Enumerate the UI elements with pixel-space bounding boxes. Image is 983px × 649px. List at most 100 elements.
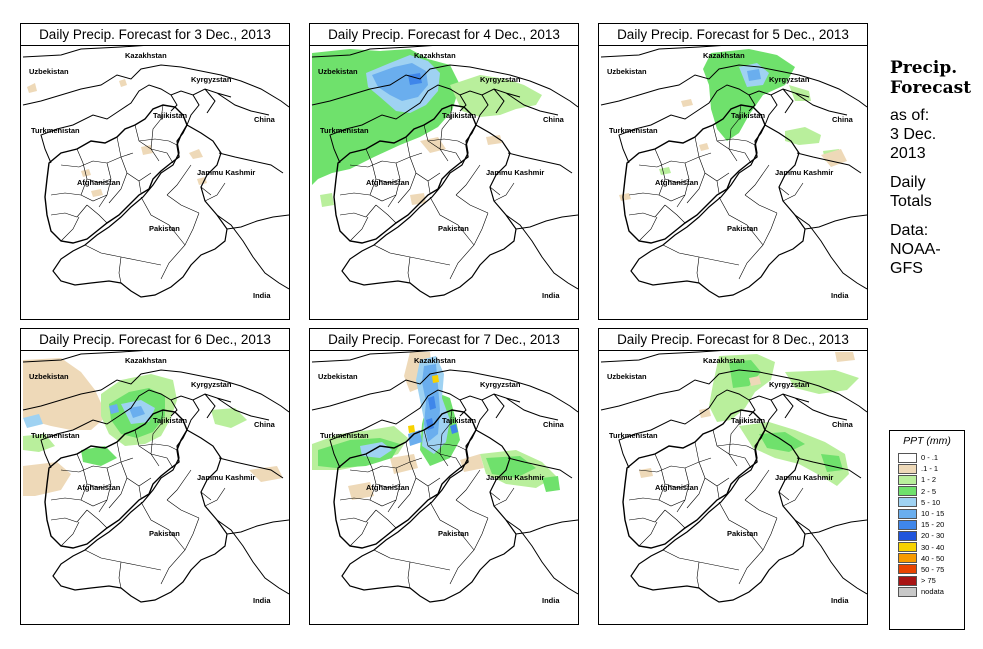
country-label-afghanistan: Afghanistan: [77, 178, 121, 187]
precip-area: [320, 75, 542, 207]
country-label-jammu-kashmir: Jammu Kashmir: [197, 168, 255, 177]
country-label-pakistan: Pakistan: [438, 224, 469, 233]
country-label-turkmenistan: Turkmenistan: [31, 431, 80, 440]
country-label-kazakhstan: Kazakhstan: [703, 356, 745, 365]
country-label-india: India: [831, 596, 849, 605]
totals-line2: Totals: [890, 193, 932, 210]
pakistan-border: [52, 124, 228, 298]
precip-map: Kazakhstan Uzbekistan Kyrgyzstan Tajikistan…: [311, 45, 578, 300]
legend-item: 15 - 20: [898, 519, 964, 530]
province-borders: [662, 469, 804, 589]
central-asia-borders: [600, 350, 867, 479]
province-borders: [662, 164, 804, 284]
pakistan-border: [341, 124, 517, 298]
legend-swatch: [898, 508, 917, 519]
country-label-tajikistan: Tajikistan: [153, 111, 187, 120]
central-asia-borders: [22, 45, 289, 174]
province-borders: [50, 104, 178, 242]
panel-title: Daily Precip. Forecast for 4 Dec., 2013: [310, 24, 578, 46]
central-asia-borders: [311, 45, 578, 174]
country-label-kyrgyzstan: Kyrgyzstan: [769, 75, 810, 84]
country-label-kyrgyzstan: Kyrgyzstan: [769, 380, 810, 389]
forecast-panel: Daily Precip. Forecast for 4 Dec., 2013 K…: [309, 23, 579, 320]
precip-map: Kazakhstan Uzbekistan Kyrgyzstan Tajikistan…: [22, 45, 289, 300]
country-label-india: India: [831, 291, 849, 300]
country-label-jammu-kashmir: Jammu Kashmir: [775, 473, 833, 482]
legend-swatch: [898, 463, 917, 474]
legend-swatch: [898, 530, 917, 541]
country-label-india: India: [253, 291, 271, 300]
country-label-pakistan: Pakistan: [149, 224, 180, 233]
legend-swatch: [898, 564, 917, 575]
country-label-tajikistan: Tajikistan: [731, 111, 765, 120]
forecast-panel: Daily Precip. Forecast for 5 Dec., 2013 K…: [598, 23, 868, 320]
province-borders: [50, 409, 178, 547]
country-label-tajikistan: Tajikistan: [153, 416, 187, 425]
legend-swatch: [898, 542, 917, 553]
country-label-kazakhstan: Kazakhstan: [414, 356, 456, 365]
country-label-uzbekistan: Uzbekistan: [318, 67, 358, 76]
legend-swatch: [898, 474, 917, 485]
country-label-jammu-kashmir: Jammu Kashmir: [775, 168, 833, 177]
legend-swatch: [898, 486, 917, 497]
country-label-uzbekistan: Uzbekistan: [607, 67, 647, 76]
legend-label: 50 - 75: [921, 564, 945, 574]
legend-label: 10 - 15: [921, 509, 945, 519]
country-label-china: China: [543, 420, 565, 429]
legend-swatch: [898, 553, 917, 564]
country-label-turkmenistan: Turkmenistan: [320, 126, 369, 135]
legend-item: 10 - 15: [898, 508, 964, 519]
province-borders: [373, 469, 515, 589]
legend-item: 0 - .1: [898, 452, 964, 463]
country-label-uzbekistan: Uzbekistan: [29, 67, 69, 76]
country-label-india: India: [542, 596, 560, 605]
country-label-tajikistan: Tajikistan: [442, 111, 476, 120]
legend-swatch: [898, 575, 917, 586]
country-label-afghanistan: Afghanistan: [655, 483, 699, 492]
legend-item: > 75: [898, 575, 964, 586]
country-label-pakistan: Pakistan: [727, 224, 758, 233]
legend-swatch: [898, 519, 917, 530]
country-label-jammu-kashmir: Jammu Kashmir: [197, 473, 255, 482]
country-label-tajikistan: Tajikistan: [442, 416, 476, 425]
data-source-line1: Data:: [890, 222, 929, 239]
country-label-kyrgyzstan: Kyrgyzstan: [191, 75, 232, 84]
province-borders: [84, 469, 226, 589]
legend-label: 15 - 20: [921, 520, 945, 530]
forecast-panel: Daily Precip. Forecast for 6 Dec., 2013 K…: [20, 328, 290, 625]
country-label-kazakhstan: Kazakhstan: [414, 51, 456, 60]
india-border: [505, 519, 578, 595]
country-label-kyrgyzstan: Kyrgyzstan: [480, 75, 521, 84]
country-label-afghanistan: Afghanistan: [366, 483, 410, 492]
sidebar-info: Precip. Forecast as of: 3 Dec. 2013 Dail…: [890, 58, 980, 278]
country-label-china: China: [254, 420, 276, 429]
country-label-uzbekistan: Uzbekistan: [318, 372, 358, 381]
pakistan-border: [52, 429, 228, 603]
legend-label: .1 - 1: [921, 464, 939, 474]
forecast-panel: Daily Precip. Forecast for 7 Dec., 2013 K…: [309, 328, 579, 625]
legend-item: 1 - 2: [898, 474, 964, 485]
country-label-india: India: [542, 291, 560, 300]
india-border: [505, 214, 578, 290]
pakistan-border: [630, 124, 806, 298]
country-label-turkmenistan: Turkmenistan: [320, 431, 369, 440]
panel-title: Daily Precip. Forecast for 6 Dec., 2013: [21, 329, 289, 351]
province-borders: [628, 104, 756, 242]
country-label-china: China: [543, 115, 565, 124]
forecast-panel: Daily Precip. Forecast for 8 Dec., 2013 K…: [598, 328, 868, 625]
legend-label: 2 - 5: [921, 486, 937, 496]
country-label-turkmenistan: Turkmenistan: [609, 431, 658, 440]
panel-title: Daily Precip. Forecast for 7 Dec., 2013: [310, 329, 578, 351]
country-label-turkmenistan: Turkmenistan: [609, 126, 658, 135]
province-borders: [84, 164, 226, 284]
precip-area: [408, 375, 439, 433]
asof-line2: 3 Dec.: [890, 126, 937, 143]
precip-map: Kazakhstan Uzbekistan Kyrgyzstan Tajikistan…: [22, 350, 289, 605]
legend-item: 20 - 30: [898, 530, 964, 541]
legend-label: 1 - 2: [921, 475, 937, 485]
precip-area: [348, 352, 484, 500]
legend-item: nodata: [898, 586, 964, 597]
precip-area: [747, 69, 761, 81]
india-border: [216, 214, 289, 290]
